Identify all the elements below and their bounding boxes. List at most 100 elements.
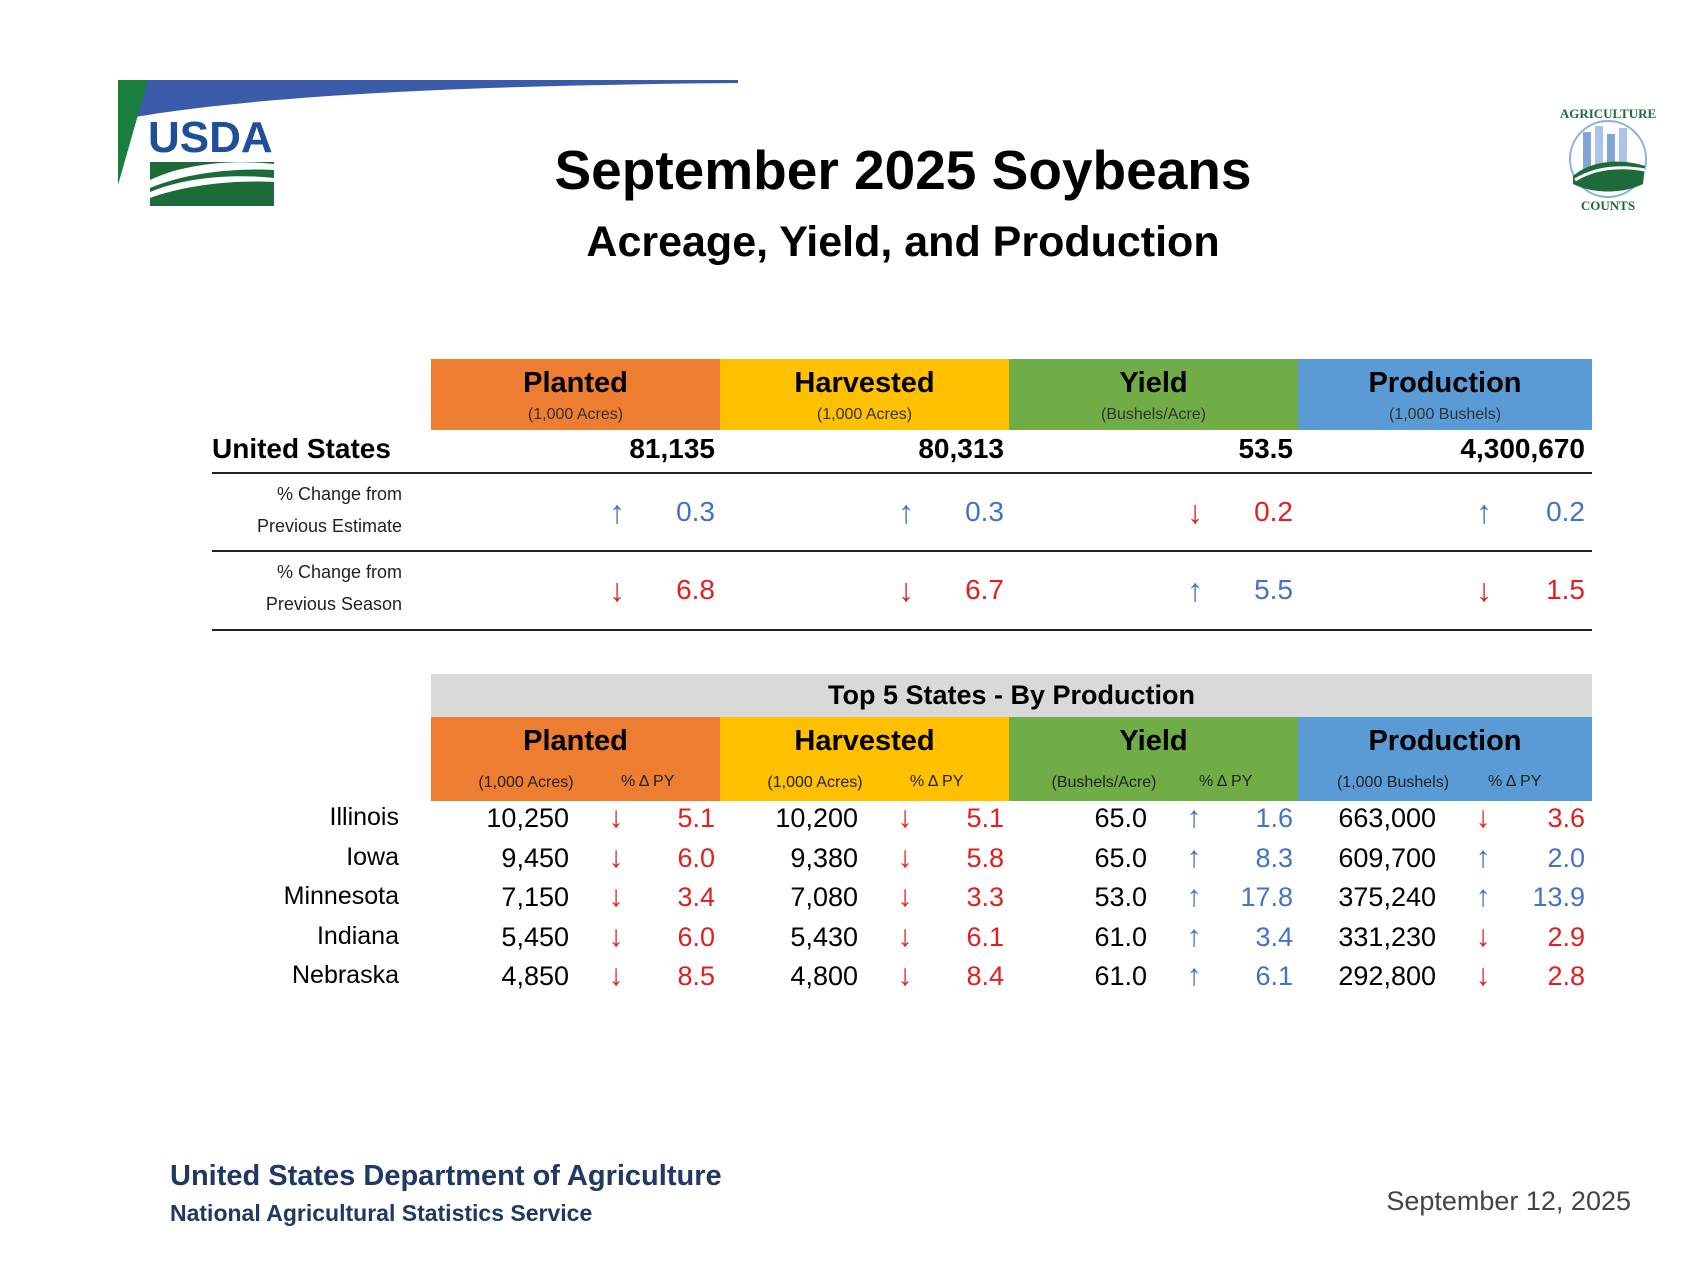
arrow-down-icon: ↓	[609, 572, 625, 608]
top5-title-bar: Top 5 States - By Production	[431, 674, 1592, 717]
arrow-down-icon: ↓	[897, 959, 913, 992]
state-value: 9,450	[501, 843, 569, 873]
state-pct-change: 6.1	[966, 922, 1004, 952]
arrow-down-icon: ↓	[608, 801, 624, 834]
arrow-down-icon: ↓	[1187, 494, 1203, 530]
header-unit: (1,000 Acres)	[478, 774, 574, 791]
change-value: 0.3	[676, 496, 715, 527]
state-pct-change: 2.0	[1547, 843, 1585, 873]
arrow-down-icon: ↓	[897, 841, 913, 874]
change-label: Previous Season	[265, 594, 402, 614]
header-unit: (Bushels/Acre)	[1101, 406, 1206, 423]
arrow-up-icon: ↑	[1475, 841, 1491, 874]
state-value: 5,450	[501, 922, 569, 952]
header-production: Production (1,000 Bushels)	[1298, 359, 1592, 430]
top5-header-production: Production	[1298, 717, 1592, 801]
change-value: 0.3	[965, 496, 1004, 527]
state-name: Nebraska	[292, 961, 399, 989]
header-unit: (1,000 Acres)	[527, 406, 624, 423]
header-pct-label: % Δ PY	[910, 773, 964, 790]
arrow-down-icon: ↓	[898, 572, 914, 608]
state-name: Minnesota	[283, 882, 399, 910]
arrow-up-icon: ↑	[1187, 572, 1203, 608]
state-pct-change: 8.4	[966, 961, 1004, 991]
header-title: Planted	[523, 367, 628, 399]
header-unit: (1,000 Bushels)	[1336, 774, 1450, 791]
footer-service: National Agricultural Statistics Service	[170, 1200, 593, 1226]
state-pct-change: 6.0	[677, 922, 715, 952]
header-yield: Yield (Bushels/Acre)	[1009, 359, 1298, 430]
state-pct-change: 5.1	[966, 803, 1004, 833]
state-value: 4,800	[790, 961, 858, 991]
header-pct-label: % Δ PY	[621, 773, 675, 790]
arrow-down-icon: ↓	[1475, 959, 1491, 992]
state-pct-change: 8.5	[677, 961, 715, 991]
arrow-down-icon: ↓	[1475, 801, 1491, 834]
top5-title: Top 5 States - By Production	[827, 680, 1196, 710]
divider	[212, 629, 1592, 631]
state-pct-change: 6.1	[1255, 961, 1293, 991]
arrow-down-icon: ↓	[897, 801, 913, 834]
state-value: 65.0	[1094, 803, 1147, 833]
arrow-down-icon: ↓	[1475, 920, 1491, 953]
arrow-down-icon: ↓	[608, 841, 624, 874]
agriculture-counts-logo: AGRICULTURE COUNTS	[1560, 106, 1656, 213]
state-value: 4,850	[501, 961, 569, 991]
us-value: 81,135	[629, 433, 715, 464]
state-value: 5,430	[790, 922, 858, 952]
state-value: 9,380	[790, 843, 858, 873]
divider	[212, 472, 1592, 474]
state-pct-change: 3.6	[1547, 803, 1585, 833]
state-name: Iowa	[346, 843, 399, 871]
header-title: Harvested	[794, 725, 935, 757]
top5-header-yield: Yield	[1009, 717, 1298, 801]
header-title: Production	[1368, 367, 1522, 399]
header-title: Yield	[1119, 725, 1188, 757]
state-value: 61.0	[1094, 922, 1147, 952]
state-value: 61.0	[1094, 961, 1147, 991]
state-pct-change: 5.8	[966, 843, 1004, 873]
us-value: 4,300,670	[1460, 433, 1585, 464]
change-value: 1.5	[1546, 574, 1585, 605]
header-harvested: Harvested (1,000 Acres)	[720, 359, 1009, 430]
usda-logo: USDA	[118, 80, 738, 206]
state-value: 663,000	[1338, 803, 1436, 833]
us-value: 80,313	[918, 433, 1004, 464]
state-value: 375,240	[1338, 882, 1436, 912]
state-pct-change: 5.1	[677, 803, 715, 833]
change-label: % Change from	[276, 562, 402, 582]
change-value: 6.7	[965, 574, 1004, 605]
header-unit: (1,000 Acres)	[767, 774, 863, 791]
arrow-down-icon: ↓	[897, 920, 913, 953]
state-value: 10,250	[486, 803, 569, 833]
arrow-down-icon: ↓	[608, 920, 624, 953]
state-name: Illinois	[329, 803, 399, 831]
report-date: September 12, 2025	[1386, 1186, 1631, 1216]
svg-text:USDA: USDA	[148, 113, 273, 162]
header-unit: (1,000 Acres)	[816, 406, 913, 423]
svg-text:AGRICULTURE: AGRICULTURE	[1560, 106, 1656, 121]
top5-header-planted: Planted	[431, 717, 720, 801]
header-title: Yield	[1119, 367, 1188, 399]
divider	[212, 550, 1592, 552]
arrow-down-icon: ↓	[608, 880, 624, 913]
header-planted: Planted (1,000 Acres)	[431, 359, 720, 430]
state-pct-change: 17.8	[1240, 882, 1293, 912]
header-pct-label: % Δ PY	[1199, 773, 1253, 790]
arrow-up-icon: ↑	[1476, 494, 1492, 530]
header-title: Production	[1368, 725, 1522, 757]
arrow-up-icon: ↑	[1186, 841, 1202, 874]
arrow-up-icon: ↑	[1475, 880, 1491, 913]
header-pct-label: % Δ PY	[1488, 773, 1542, 790]
top5-header-harvested: Harvested	[720, 717, 1009, 801]
state-pct-change: 3.3	[966, 882, 1004, 912]
state-pct-change: 3.4	[1255, 922, 1293, 952]
arrow-up-icon: ↑	[898, 494, 914, 530]
arrow-up-icon: ↑	[1186, 920, 1202, 953]
us-label: United States	[212, 433, 391, 464]
state-pct-change: 8.3	[1255, 843, 1293, 873]
arrow-up-icon: ↑	[1186, 880, 1202, 913]
state-value: 609,700	[1338, 843, 1436, 873]
change-value: 0.2	[1546, 496, 1585, 527]
